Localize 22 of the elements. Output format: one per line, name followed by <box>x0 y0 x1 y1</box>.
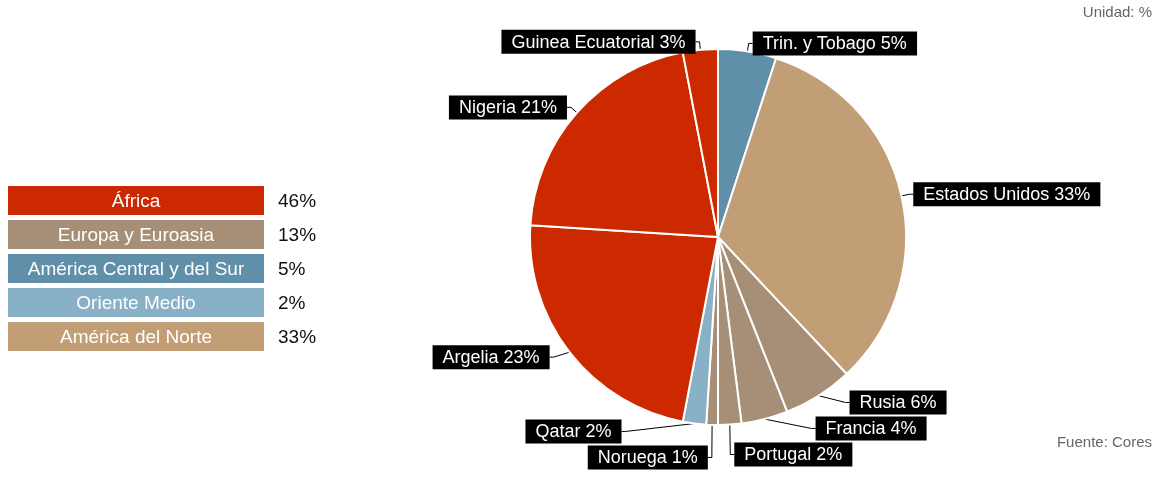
slice-label: Noruega 1% <box>597 447 698 468</box>
slice-label: Trin. y Tobago 5% <box>762 33 907 54</box>
category-label: Europa y Euroasia <box>8 220 264 249</box>
category-label: África <box>8 186 264 215</box>
data-label: 46% <box>278 189 317 212</box>
slice-label: Guinea Ecuatorial 3% <box>511 31 686 52</box>
slice-label: Estados Unidos 33% <box>923 184 1091 205</box>
slice-label: Portugal 2% <box>744 444 843 465</box>
data-label: 33% <box>278 325 317 348</box>
data-label: 13% <box>278 223 317 246</box>
category-label: Oriente Medio <box>8 288 264 317</box>
slice-label: Rusia 6% <box>859 392 937 413</box>
data-label: 2% <box>278 291 306 314</box>
slice-label: Qatar 2% <box>535 421 612 442</box>
category-label: América del Norte <box>8 322 264 351</box>
slice-label: Argelia 23% <box>442 347 540 368</box>
text: Unidad: % <box>1082 3 1153 20</box>
slice-label: Nigeria 21% <box>458 97 557 118</box>
source-note: Fuente: Cores <box>1056 433 1152 450</box>
slice-label: Francia 4% <box>825 418 917 439</box>
category-label: América Central y del Sur <box>8 254 264 283</box>
data-label: 5% <box>278 257 306 280</box>
